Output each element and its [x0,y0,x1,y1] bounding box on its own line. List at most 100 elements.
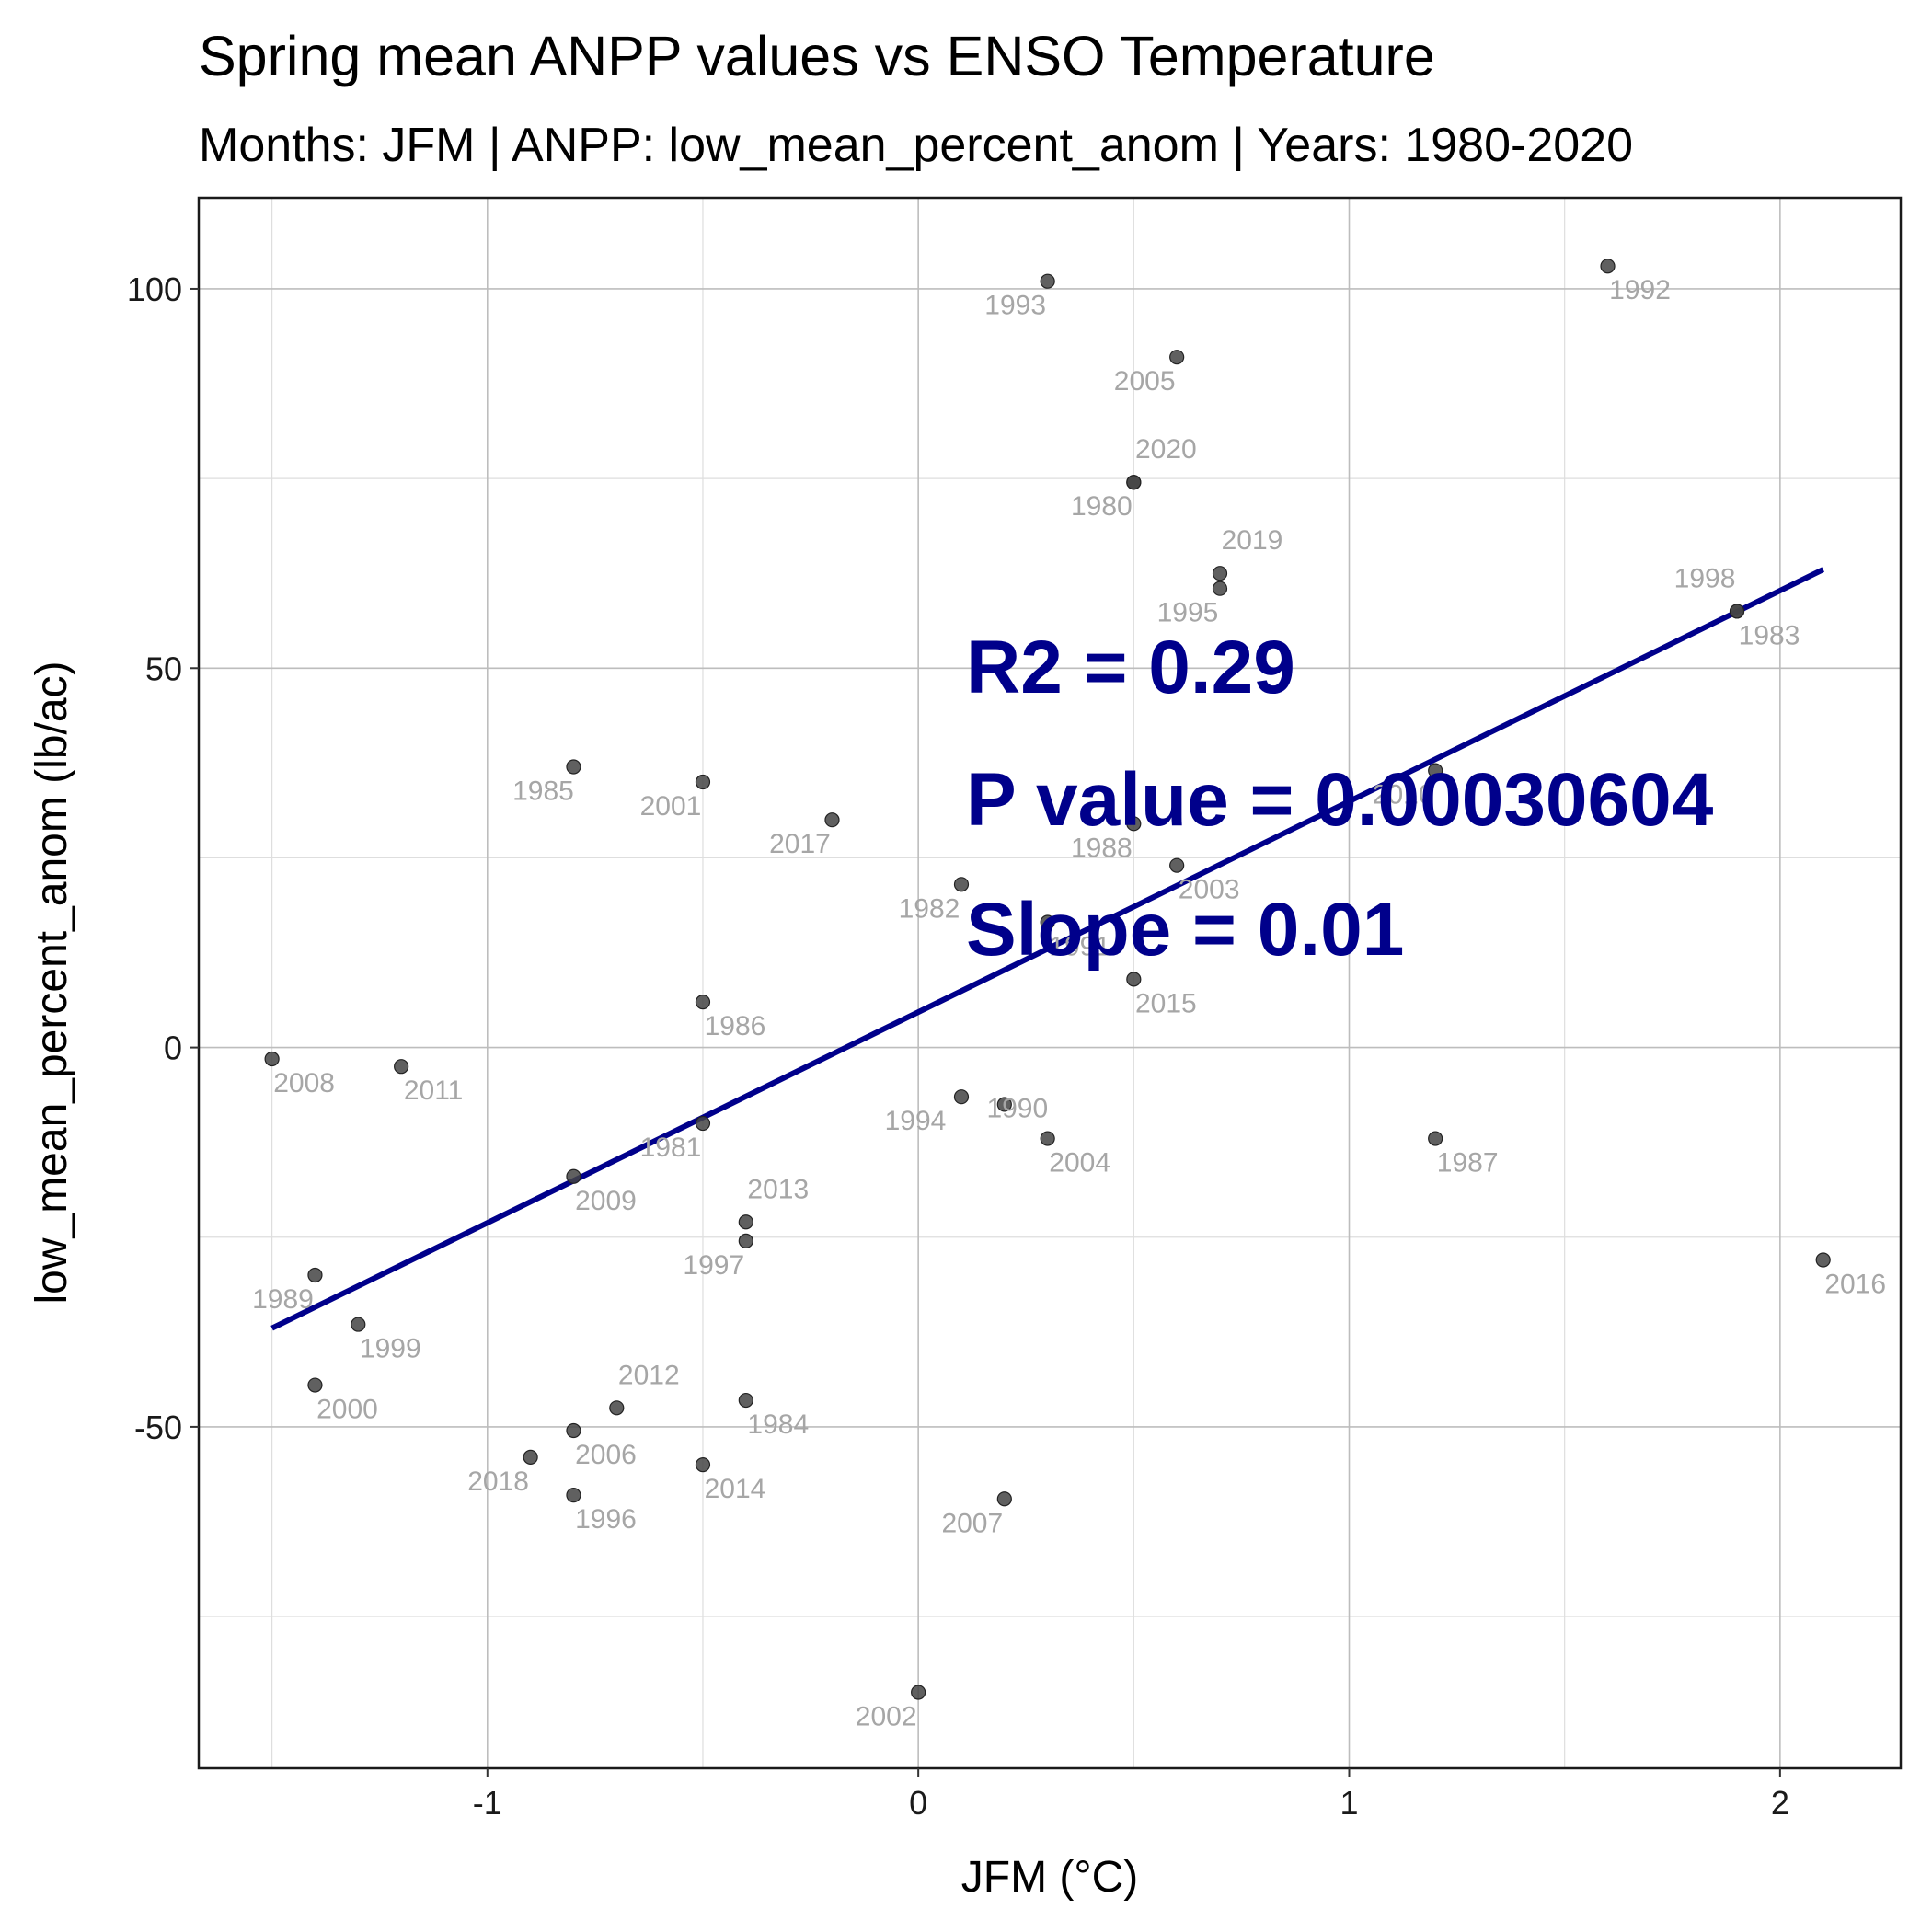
point-label-1992: 1992 [1609,275,1671,305]
point-label-1999: 1999 [360,1334,421,1364]
point-label-1988: 1988 [1071,833,1133,863]
point-label-1996: 1996 [575,1504,637,1535]
point-label-2016: 2016 [1824,1269,1886,1299]
point-labels: 1980 1981 1982 1983 1984 1985 1986 1987 1988 1989… [252,275,1886,1731]
point-label-1994: 1994 [885,1106,947,1136]
y-axis: -50 0 50 100 [127,270,199,1446]
x-tick-label: -1 [473,1784,502,1822]
point-label-1995: 1995 [1157,598,1219,628]
point-label-2020: 2020 [1135,434,1197,465]
point-label-2010: 2010 [1373,780,1434,811]
data-point-1989 [307,1267,323,1283]
data-point-2004 [1040,1131,1055,1146]
data-point-1982 [953,877,970,892]
point-label-2011: 2011 [404,1075,464,1106]
point-label-2008: 2008 [273,1068,335,1098]
x-axis-title: JFM (°C) [961,1853,1138,1902]
point-label-1985: 1985 [512,776,574,806]
data-point-1999 [351,1317,366,1332]
regression-layer [270,567,1825,1331]
data-point-2009 [566,1168,581,1184]
data-point-2014 [695,1457,711,1473]
slope-annotation: Slope = 0.01 [966,888,1404,972]
data-point-2019 [1212,566,1228,581]
point-label-2003: 2003 [1179,875,1240,905]
point-label-1990: 1990 [986,1093,1048,1123]
y-tick-label: 50 [145,650,182,687]
data-point-1987 [1428,1131,1443,1146]
x-axis: -1 0 1 2 [473,1768,1789,1822]
point-label-1987: 1987 [1437,1148,1499,1179]
x-tick-label: 2 [1771,1784,1789,1822]
point-label-2004: 2004 [1049,1148,1110,1179]
data-point-1985 [566,759,581,775]
data-point-1995 [1212,581,1228,596]
data-point-2016 [1815,1252,1831,1268]
data-point-2017 [824,812,840,828]
data-point-1986 [695,995,711,1010]
point-label-2005: 2005 [1114,366,1176,397]
stats-annotations: R2 = 0.29 P value = 0.00030604 Slope = 0… [966,626,1714,972]
point-label-1997: 1997 [683,1250,744,1281]
point-label-2009: 2009 [575,1186,637,1216]
data-point-2015 [1126,972,1142,987]
point-label-1998: 1998 [1674,563,1736,593]
data-point-2006 [566,1422,581,1439]
data-point-2010 [1428,763,1443,778]
point-label-1993: 1993 [984,291,1046,321]
y-tick-label: -50 [134,1409,182,1446]
data-point-1990 [996,1097,1012,1112]
point-label-2013: 2013 [747,1174,809,1204]
x-tick-label: 1 [1340,1784,1358,1822]
point-label-1983: 1983 [1739,620,1800,650]
data-point-1998 [1729,604,1745,619]
point-label-2007: 2007 [941,1508,1003,1538]
point-label-2018: 2018 [467,1466,529,1497]
point-label-1980: 1980 [1071,491,1133,522]
data-point-1996 [566,1488,581,1503]
point-label-2014: 2014 [705,1474,766,1504]
point-label-2002: 2002 [856,1702,917,1732]
data-point-1997 [738,1233,753,1248]
data-point-2005 [1169,350,1185,365]
data-point-2012 [609,1400,625,1416]
point-label-1981: 1981 [640,1133,702,1163]
point-label-2015: 2015 [1135,988,1197,1018]
point-label-1989: 1989 [252,1284,314,1315]
data-point-1988 [1126,816,1142,832]
data-point-2011 [394,1059,409,1075]
r2-annotation: R2 = 0.29 [966,626,1295,709]
chart-subtitle: Months: JFM | ANPP: low_mean_percent_ano… [199,119,1633,172]
point-label-2019: 2019 [1222,525,1283,556]
x-tick-label: 0 [909,1784,927,1822]
data-point-2002 [911,1685,926,1700]
point-label-1986: 1986 [705,1011,766,1041]
y-tick-label: 100 [127,270,182,308]
data-point-2008 [264,1051,280,1067]
data-point-2000 [307,1377,323,1393]
minor-gridlines [199,198,1901,1768]
data-point-2013 [738,1214,753,1230]
point-label-2017: 2017 [769,829,831,859]
p-value-annotation: P value = 0.00030604 [966,758,1714,842]
major-gridlines [199,198,1901,1768]
regression-line [270,567,1825,1331]
plot-panel-border [197,196,1903,1770]
chart-title: Spring mean ANPP values vs ENSO Temperat… [199,25,1435,87]
point-label-1984: 1984 [747,1409,809,1440]
data-point-1991 [1040,914,1055,930]
data-points [264,259,1831,1700]
point-label-2001: 2001 [640,791,702,822]
data-point-1992 [1600,259,1616,274]
point-label-2006: 2006 [575,1440,637,1470]
point-label-2000: 2000 [316,1395,378,1425]
data-point-2001 [695,774,711,790]
point-label-1982: 1982 [899,893,960,924]
point-label-2012: 2012 [618,1360,680,1390]
data-point-2018 [523,1449,538,1465]
data-point-1984 [738,1392,753,1409]
point-label-1991: 1991 [1049,932,1110,962]
data-point-2020 [1126,475,1142,490]
y-tick-label: 0 [164,1029,182,1067]
